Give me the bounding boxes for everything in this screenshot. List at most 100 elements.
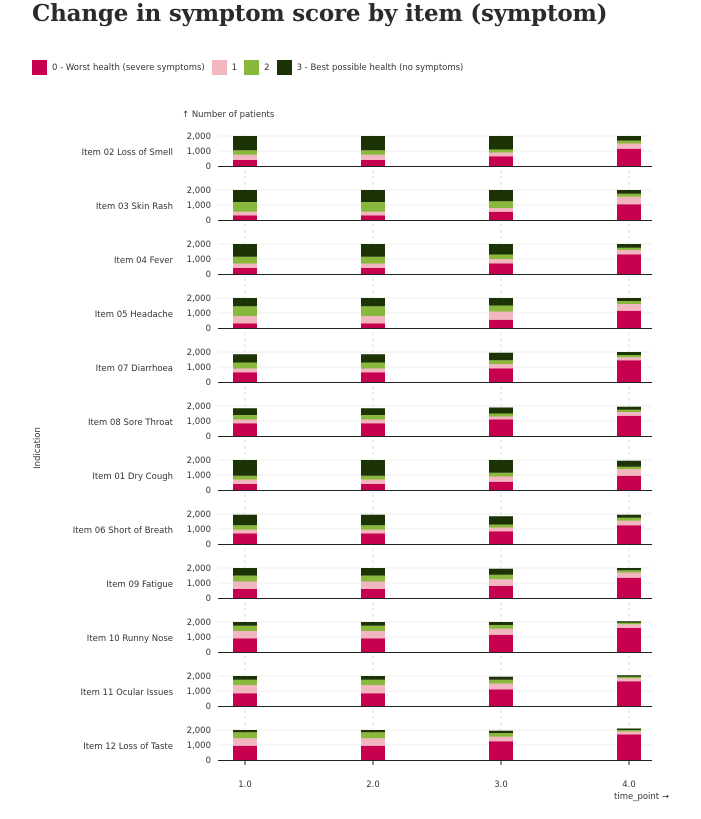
bar-segment (361, 419, 385, 424)
bar-segment (233, 215, 257, 220)
legend-item-2: 2 (244, 60, 270, 75)
facet-label: Item 04 Fever (114, 256, 173, 266)
bar-segment (617, 409, 641, 412)
y-tick-label: 2,000 (187, 348, 211, 358)
bar-segment (361, 529, 385, 534)
x-axis-label: time_point → (614, 792, 669, 802)
bar-segment (489, 298, 513, 306)
bar-segment (361, 732, 385, 739)
bar-segment (617, 568, 641, 571)
bar-segment (617, 143, 641, 149)
bar-segment (361, 136, 385, 151)
bar-segment (489, 211, 513, 220)
bar-segment (617, 415, 641, 436)
bar-segment (361, 263, 385, 268)
bar-segment (233, 679, 257, 685)
y-axis-label: ↑ Number of patients (182, 110, 275, 120)
bar-segment (233, 730, 257, 733)
bar-segment (233, 268, 257, 274)
bar-segment (617, 190, 641, 194)
bar-segment (489, 733, 513, 737)
bar-segment (489, 419, 513, 436)
bar-segment (361, 372, 385, 382)
y-tick-label: 1,000 (187, 687, 211, 697)
bar-segment (617, 148, 641, 166)
bar-segment (489, 736, 513, 742)
bar-segment (617, 728, 641, 730)
bar-segment (489, 149, 513, 153)
legend-label-2: 2 (264, 62, 270, 73)
bar-segment (617, 628, 641, 652)
facet-label: Item 03 Skin Rash (96, 202, 173, 212)
bar-segment (489, 413, 513, 417)
bar-segment (361, 575, 385, 582)
y-tick-label: 0 (206, 324, 211, 334)
bar-segment (233, 415, 257, 420)
y-tick-label: 2,000 (187, 402, 211, 412)
bar-segment (361, 533, 385, 544)
bar-segment (361, 323, 385, 328)
y-tick-label: 1,000 (187, 525, 211, 535)
bar-segment (617, 572, 641, 578)
facet-label: Item 07 Diarrhoea (96, 364, 173, 374)
bar-segment (617, 360, 641, 382)
y-tick-label: 1,000 (187, 147, 211, 157)
bar-segment (233, 263, 257, 268)
bar-segment (233, 475, 257, 480)
bar-segment (233, 638, 257, 652)
bar-segment (361, 190, 385, 202)
y-tick-label: 0 (206, 486, 211, 496)
y-tick-label: 2,000 (187, 456, 211, 466)
bar-segment (489, 689, 513, 706)
bar-segment (233, 575, 257, 582)
bar-segment (617, 310, 641, 328)
bar-segment (233, 589, 257, 598)
y-tick-label: 0 (206, 702, 211, 712)
bar-segment (617, 298, 641, 301)
bar-segment (489, 524, 513, 528)
bar-segment (361, 730, 385, 733)
bar-segment (361, 298, 385, 307)
bar-segment (361, 215, 385, 220)
bar-segment (617, 406, 641, 410)
bar-segment (617, 577, 641, 598)
bar-segment (489, 516, 513, 525)
bar-segment (489, 579, 513, 586)
bar-segment (233, 685, 257, 694)
bar-segment (617, 412, 641, 416)
bar-segment (617, 304, 641, 311)
bar-segment (233, 211, 257, 216)
legend-item-3: 3 - Best possible health (no symptoms) (276, 60, 463, 75)
y-tick-label: 2,000 (187, 240, 211, 250)
bar-segment (617, 301, 641, 304)
bar-segment (233, 581, 257, 589)
y-tick-label: 1,000 (187, 363, 211, 373)
y-tick-label: 2,000 (187, 132, 211, 142)
bar-segment (361, 362, 385, 369)
bar-segment (361, 738, 385, 746)
facet-label: Item 12 Loss of Taste (83, 742, 173, 752)
bar-segment (233, 529, 257, 534)
legend-swatch-3 (276, 60, 292, 75)
bar-segment (361, 638, 385, 652)
y-tick-label: 0 (206, 216, 211, 226)
bar-segment (361, 484, 385, 490)
bar-segment (617, 621, 641, 623)
bar-segment (489, 208, 513, 212)
bar-segment (617, 734, 641, 760)
bar-segment (361, 745, 385, 760)
bar-segment (361, 150, 385, 155)
x-tick-label: 2.0 (366, 780, 380, 790)
bar-segment (489, 319, 513, 328)
legend-item-0: 0 - Worst health (severe symptoms) (32, 60, 205, 75)
bar-segment (361, 354, 385, 363)
bar-segment (361, 202, 385, 212)
bar-segment (617, 624, 641, 628)
bar-segment (361, 514, 385, 526)
bar-segment (617, 675, 641, 677)
bar-segment (233, 372, 257, 382)
bar-segment (489, 254, 513, 259)
bar-segment (617, 514, 641, 518)
bar-segment (489, 628, 513, 635)
bar-segment (361, 154, 385, 160)
